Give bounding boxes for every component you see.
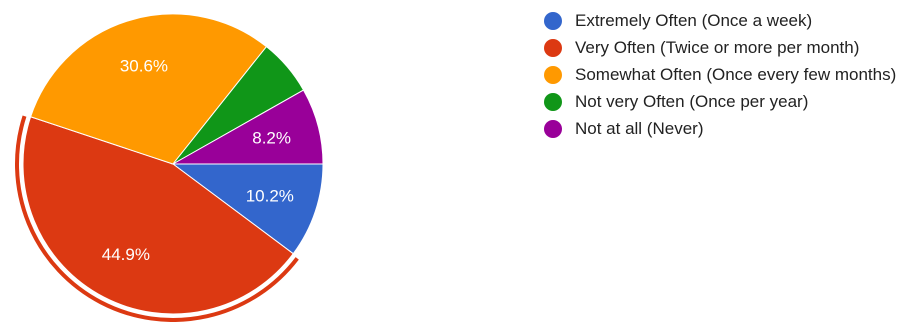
legend-item[interactable]: Extremely Often (Once a week)	[544, 10, 918, 32]
legend-swatch-icon	[544, 93, 562, 111]
slice-data-label: 44.9%	[102, 245, 150, 264]
legend-swatch-icon	[544, 66, 562, 84]
pie-plot-area: 10.2% 44.9% 30.6% 8.2%	[15, 13, 324, 322]
legend-swatch-icon	[544, 39, 562, 57]
legend: Extremely Often (Once a week) Very Often …	[544, 10, 918, 145]
legend-label: Not very Often (Once per year)	[575, 92, 809, 111]
slice-data-label: 10.2%	[246, 187, 294, 206]
pie-slice[interactable]	[22, 116, 294, 315]
pie-slice[interactable]	[171, 89, 324, 165]
legend-item[interactable]: Not very Often (Once per year)	[544, 91, 918, 113]
slice-data-label: 30.6%	[120, 57, 168, 76]
legend-item[interactable]: Not at all (Never)	[544, 118, 918, 140]
legend-label: Not at all (Never)	[575, 119, 704, 138]
legend-item[interactable]: Somewhat Often (Once every few months)	[544, 64, 918, 86]
legend-label: Somewhat Often (Once every few months)	[575, 65, 897, 84]
legend-item[interactable]: Very Often (Twice or more per month)	[544, 37, 918, 59]
legend-swatch-icon	[544, 12, 562, 30]
legend-label: Very Often (Twice or more per month)	[575, 38, 860, 57]
selected-slice-ring	[15, 115, 299, 322]
slice-data-label: 8.2%	[252, 129, 291, 148]
legend-swatch-icon	[544, 120, 562, 138]
pie-slice[interactable]	[30, 13, 268, 165]
legend-label: Extremely Often (Once a week)	[575, 11, 813, 30]
pie-slice[interactable]	[171, 163, 324, 255]
